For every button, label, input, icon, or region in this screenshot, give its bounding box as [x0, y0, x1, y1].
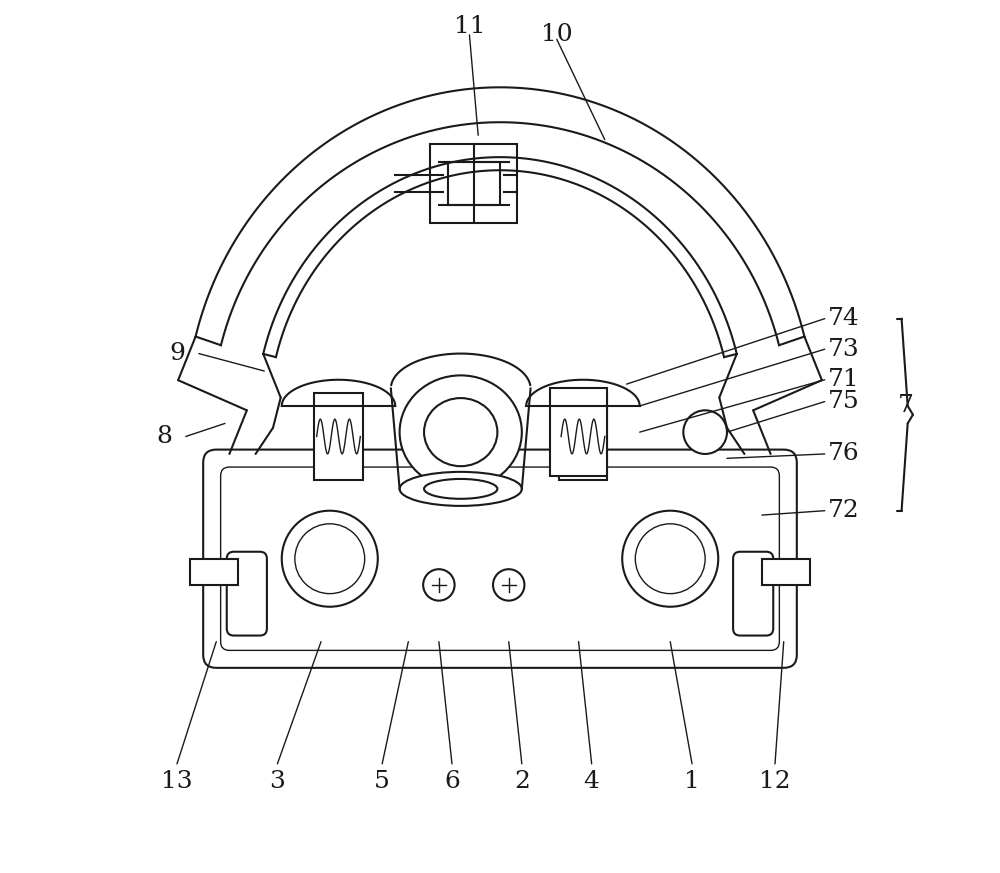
Bar	[550, 388, 607, 476]
Circle shape	[683, 410, 727, 454]
Text: 11: 11	[454, 15, 485, 38]
Ellipse shape	[424, 479, 497, 498]
Text: 74: 74	[827, 307, 859, 330]
Bar	[762, 559, 810, 585]
Bar	[448, 162, 500, 205]
Bar	[559, 393, 607, 480]
Circle shape	[635, 524, 705, 594]
Circle shape	[493, 569, 524, 601]
Ellipse shape	[424, 398, 497, 466]
Text: 72: 72	[827, 499, 859, 522]
Bar	[430, 144, 517, 223]
FancyBboxPatch shape	[733, 552, 773, 636]
Bar	[314, 393, 363, 480]
Circle shape	[423, 569, 455, 601]
Text: 6: 6	[444, 770, 460, 793]
Text: 8: 8	[156, 425, 172, 448]
Ellipse shape	[400, 375, 522, 489]
Text: 4: 4	[584, 770, 600, 793]
Text: 9: 9	[169, 342, 185, 365]
Text: 73: 73	[827, 338, 859, 361]
Ellipse shape	[400, 471, 522, 506]
Text: 7: 7	[898, 395, 914, 417]
FancyBboxPatch shape	[227, 552, 267, 636]
Text: 75: 75	[827, 390, 859, 413]
Text: 76: 76	[827, 443, 859, 465]
Text: 13: 13	[161, 770, 193, 793]
Text: 1: 1	[684, 770, 700, 793]
Circle shape	[622, 511, 718, 607]
Circle shape	[282, 511, 378, 607]
Text: 5: 5	[374, 770, 390, 793]
FancyBboxPatch shape	[203, 450, 797, 668]
Text: 12: 12	[759, 770, 791, 793]
Text: 3: 3	[269, 770, 285, 793]
Text: 2: 2	[514, 770, 530, 793]
Bar	[190, 559, 238, 585]
Text: 10: 10	[541, 24, 573, 46]
Text: 71: 71	[827, 368, 859, 391]
FancyBboxPatch shape	[221, 467, 779, 650]
Circle shape	[295, 524, 365, 594]
